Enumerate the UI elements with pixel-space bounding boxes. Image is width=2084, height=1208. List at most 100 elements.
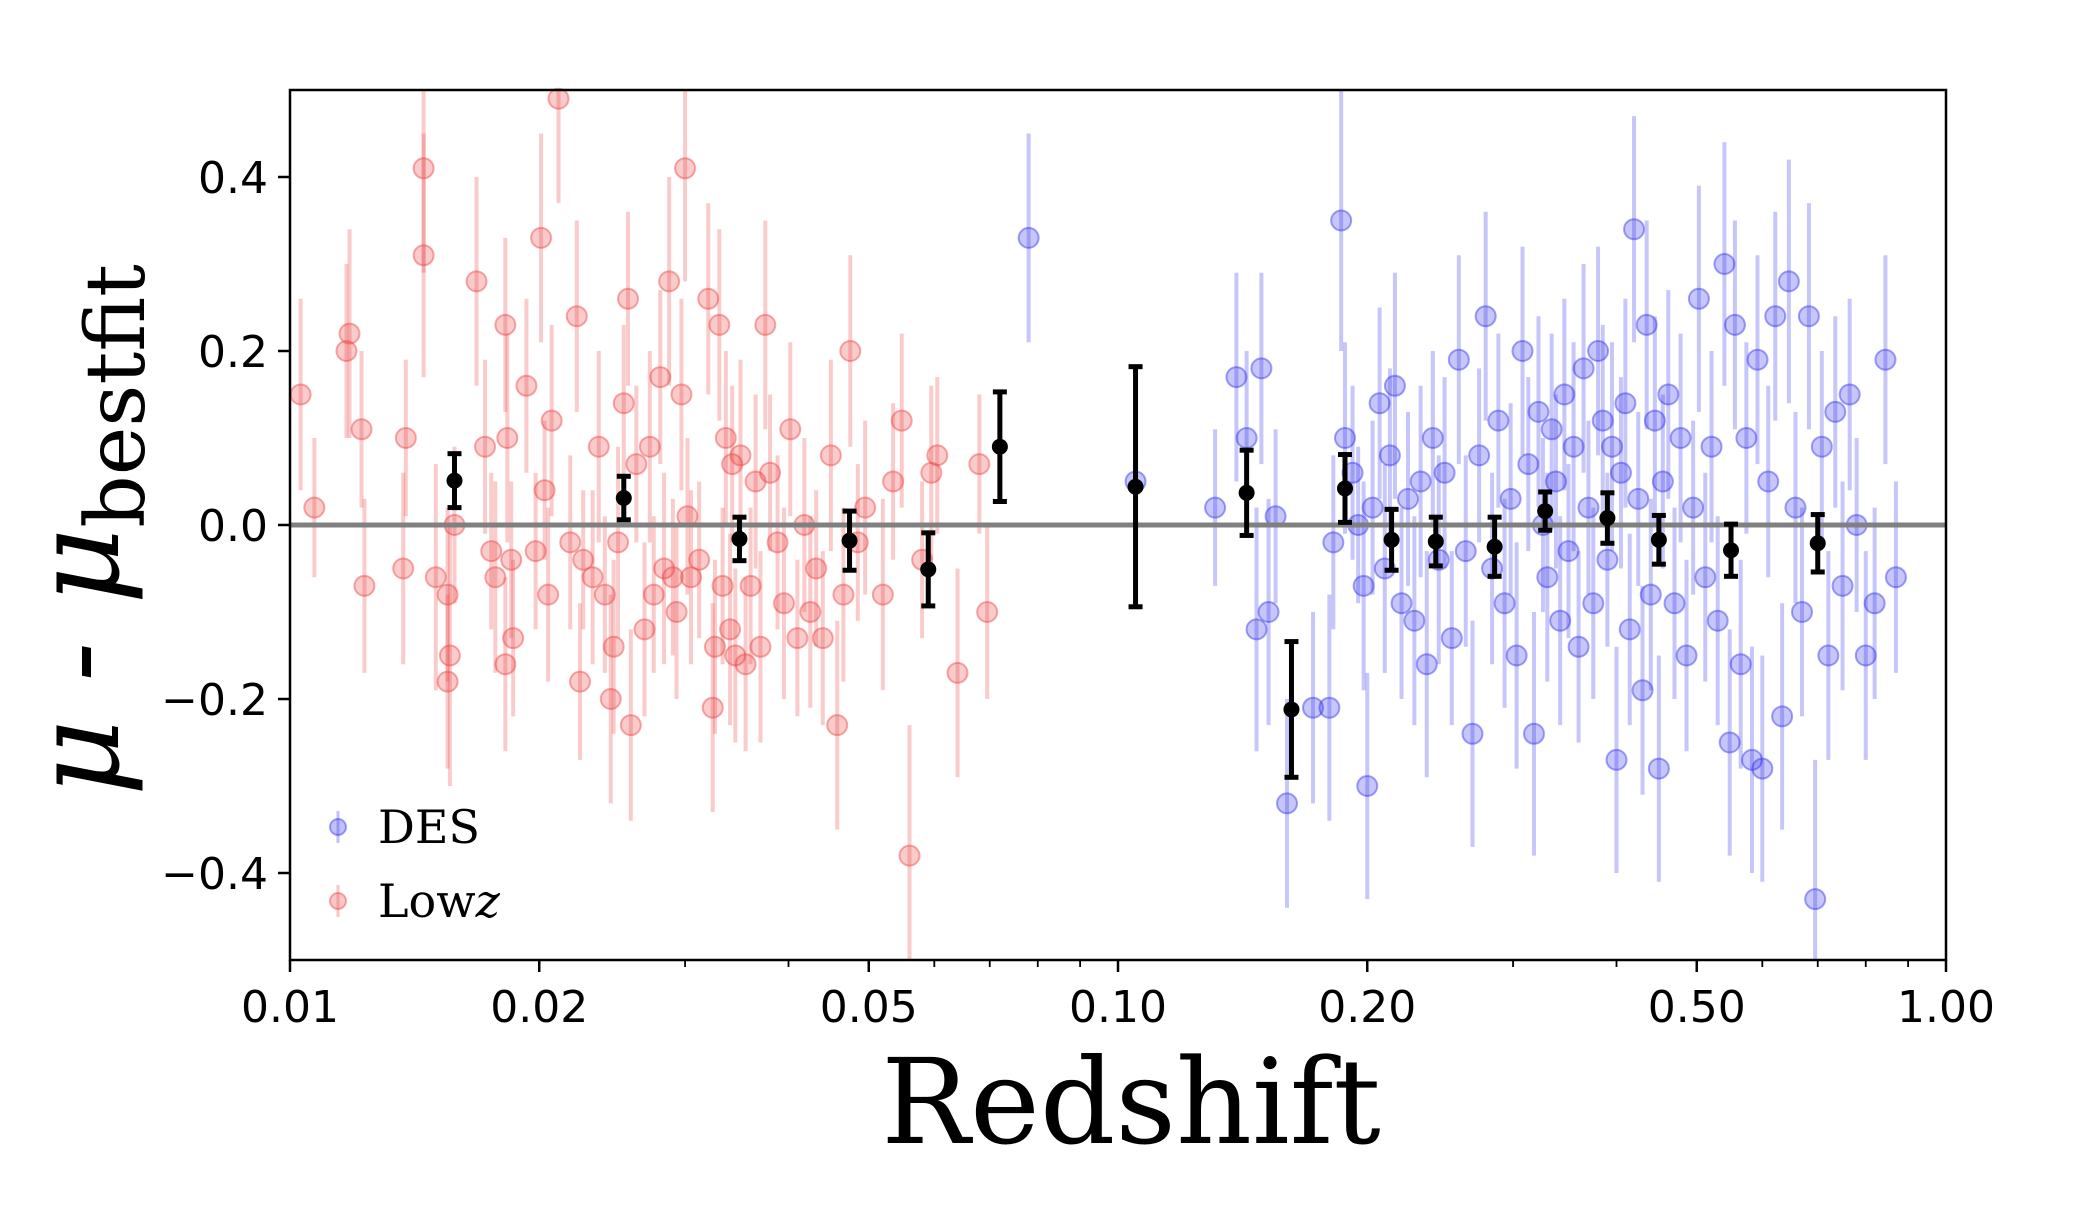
des-point	[1804, 888, 1827, 911]
lowz-point	[749, 635, 772, 658]
des-point	[1557, 540, 1580, 563]
lowz-point	[494, 653, 517, 676]
lowz-point	[599, 688, 622, 710]
lowz-point	[547, 87, 570, 110]
y-axis-label: μ - μbestfit	[8, 264, 164, 796]
y-axis-label-subscript: bestfit	[69, 264, 164, 528]
lowz-point	[772, 592, 795, 615]
y-axis-label-main: μ - μ	[8, 528, 146, 796]
binned-mean-point	[1337, 480, 1354, 497]
des-point	[1682, 496, 1705, 519]
lowz-point	[811, 627, 834, 650]
des-point	[1751, 757, 1774, 780]
des-point	[1824, 400, 1847, 423]
des-point	[1605, 748, 1628, 771]
lowz-point	[638, 435, 661, 458]
lowz-point	[303, 496, 326, 519]
des-point	[1627, 487, 1650, 510]
des-point	[1591, 409, 1614, 432]
lowz-point	[633, 618, 656, 641]
lowz-point	[540, 409, 563, 432]
lowz-point	[701, 696, 724, 719]
lowz-point	[711, 574, 734, 597]
des-point	[1757, 470, 1780, 493]
lowz-point	[946, 661, 969, 684]
des-point	[1468, 444, 1491, 467]
des-point	[1764, 305, 1787, 328]
des-point	[1713, 253, 1736, 275]
des-point	[1352, 574, 1375, 597]
binned-mean-point	[1650, 531, 1667, 548]
lowz-point	[766, 531, 789, 554]
lowz-point	[786, 627, 809, 650]
lowz-point	[412, 157, 435, 180]
des-point	[1383, 374, 1406, 397]
binned-mean-point	[615, 490, 632, 507]
des-point	[1700, 435, 1723, 458]
x-tick-label: 0.02	[490, 982, 588, 1033]
lowz-point	[819, 444, 842, 467]
lowz-point	[436, 583, 459, 606]
lowz-point	[289, 383, 312, 406]
lowz-point	[968, 453, 991, 476]
binned-mean-point	[1238, 484, 1255, 501]
des-point	[1517, 453, 1540, 476]
lowz-point	[754, 313, 777, 336]
des-point	[1553, 383, 1576, 406]
lowz-point	[779, 418, 802, 441]
des-point	[1735, 427, 1758, 449]
binned-mean-point	[1127, 478, 1144, 495]
des-point	[1204, 496, 1227, 519]
lowz-point	[653, 557, 676, 580]
binned-mean-point	[1599, 510, 1616, 527]
lowz-point	[537, 583, 560, 606]
des-point	[1017, 226, 1040, 249]
lowz-point	[697, 287, 720, 310]
x-tick-label: 0.05	[820, 982, 918, 1033]
des-point	[1544, 470, 1567, 493]
lowz-point	[729, 444, 752, 467]
lowz-point	[882, 470, 905, 493]
des-point	[1614, 392, 1637, 415]
lowz-point	[708, 313, 731, 336]
des-point	[1493, 592, 1516, 615]
des-point	[1587, 340, 1610, 362]
des-point	[1527, 400, 1550, 423]
des-point	[1440, 627, 1463, 650]
des-point	[1572, 357, 1595, 380]
des-point	[1245, 618, 1268, 641]
des-point	[1582, 592, 1605, 615]
x-tick-label: 0.01	[241, 982, 339, 1033]
des-point	[1718, 731, 1741, 754]
lowz-point	[593, 583, 616, 606]
lowz-point	[338, 322, 361, 345]
lowz-point	[587, 435, 610, 458]
marker-layer	[289, 87, 1907, 911]
des-point	[1817, 644, 1840, 667]
des-point	[1523, 722, 1546, 745]
lowz-point	[839, 340, 862, 362]
des-point	[1706, 609, 1729, 632]
des-point	[1474, 305, 1497, 328]
x-tick-label: 1.00	[1897, 982, 1995, 1033]
x-axis-label: Redshift	[881, 1033, 1381, 1171]
lowz-point	[871, 583, 894, 606]
binned-mean-point	[1427, 533, 1444, 550]
lowz-point	[572, 548, 595, 571]
des-point	[1536, 566, 1559, 589]
legend-lowz-label: Lowz	[378, 874, 501, 928]
lowz-point	[714, 427, 737, 449]
des-point	[1771, 705, 1794, 728]
des-point	[1863, 592, 1886, 615]
lowz-point	[484, 566, 507, 589]
des-point	[1777, 270, 1800, 293]
binned-mean-point	[1283, 701, 1300, 718]
lowz-point	[559, 531, 582, 554]
des-point	[1368, 392, 1391, 415]
legend-lowz-label-text: Low	[378, 874, 476, 928]
y-tick-label: 0.0	[198, 501, 268, 552]
lowz-point	[474, 435, 497, 458]
des-point	[1257, 601, 1280, 623]
des-point	[1810, 435, 1833, 458]
binned-mean-point	[1486, 538, 1503, 555]
